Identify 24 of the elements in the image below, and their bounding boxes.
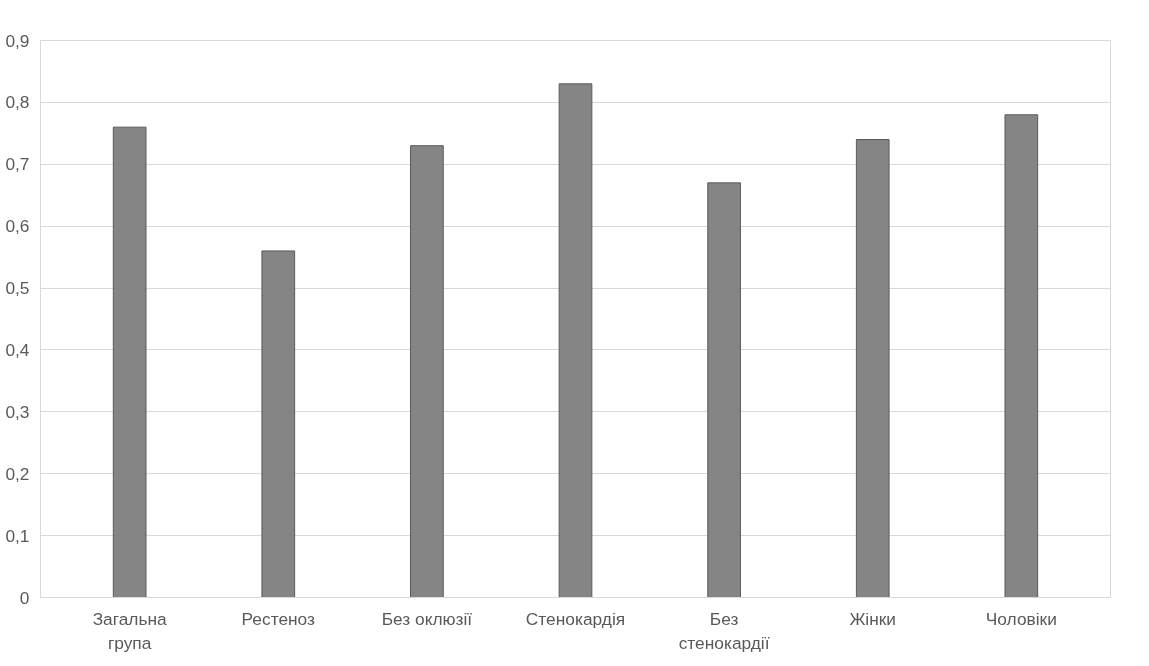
- bar: [1004, 114, 1039, 598]
- y-tick-label: 0,7: [5, 154, 30, 175]
- x-tick-label: Загальна група: [92, 608, 168, 653]
- y-tick-label: 0,3: [5, 401, 30, 422]
- x-tick-label: Без стенокардії: [678, 608, 770, 653]
- y-tick-label: 0,8: [5, 92, 30, 113]
- bar: [261, 250, 296, 598]
- bar: [112, 126, 147, 598]
- x-tick-label: Чоловіки: [985, 608, 1057, 629]
- x-tick-label: Рестеноз: [241, 608, 316, 629]
- y-tick-label: 0,5: [5, 278, 30, 299]
- y-tick-label: 0,9: [5, 30, 30, 51]
- y-tick-label: 0: [19, 587, 30, 608]
- y-tick-label: 0,2: [5, 463, 30, 484]
- bar: [855, 139, 890, 598]
- y-tick-label: 0,6: [5, 216, 30, 237]
- y-tick-label: 0,4: [5, 339, 30, 360]
- bar: [558, 83, 593, 598]
- x-tick-label: Стенокардія: [525, 608, 626, 629]
- bar: [410, 145, 444, 598]
- bar: [707, 182, 741, 598]
- y-tick-label: 0,1: [5, 525, 30, 546]
- x-tick-label: Без оклюзії: [381, 608, 473, 629]
- x-tick-label: Жінки: [849, 608, 897, 629]
